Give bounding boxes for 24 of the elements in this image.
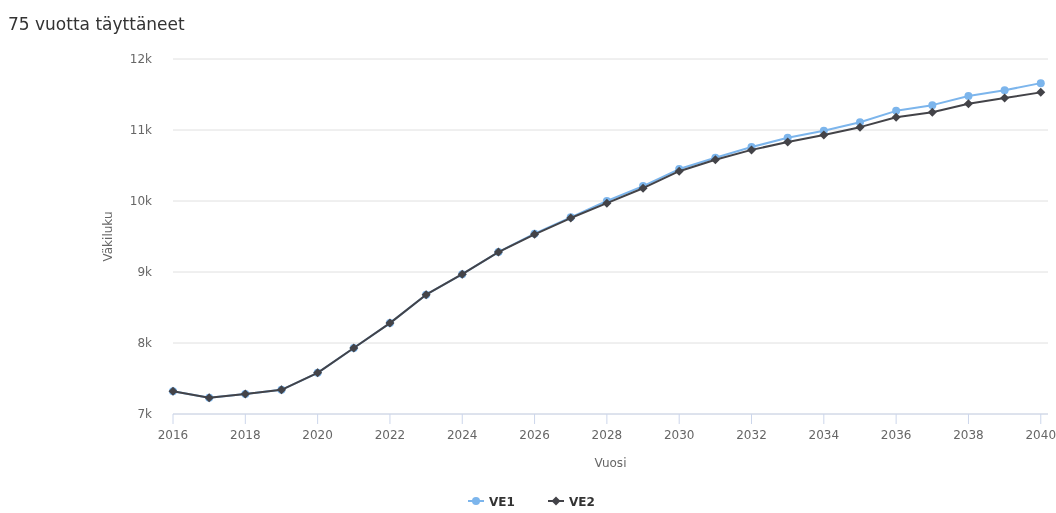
x-tick-label: 2020: [302, 428, 333, 442]
x-tick-label: 2034: [808, 428, 840, 442]
x-tick-label: 2022: [374, 428, 406, 442]
y-axis-title: Väkiluku: [101, 211, 115, 262]
x-tick-label: 2038: [953, 428, 984, 442]
x-tick-label: 2016: [157, 428, 189, 442]
y-tick-label: 11k: [129, 123, 153, 137]
x-tick-label: 2024: [446, 428, 478, 442]
x-tick-label: 2026: [519, 428, 550, 442]
x-tick-label: 2028: [591, 428, 623, 442]
x-tick-label: 2018: [230, 428, 261, 442]
y-tick-label: 9k: [137, 265, 153, 279]
legend-label: VE1: [489, 495, 515, 509]
y-tick-label: 10k: [129, 194, 153, 208]
y-tick-label: 8k: [137, 336, 153, 350]
x-tick-label: 2040: [1025, 428, 1056, 442]
chart-title: 75 vuotta täyttäneet: [8, 14, 186, 34]
x-axis-title: Vuosi: [594, 456, 627, 470]
x-tick-label: 2036: [880, 428, 912, 442]
x-tick-label: 2032: [736, 428, 767, 442]
legend-label: VE2: [569, 495, 595, 509]
y-tick-label: 7k: [137, 407, 153, 421]
y-tick-label: 12k: [129, 52, 153, 66]
x-tick-label: 2030: [663, 428, 695, 442]
